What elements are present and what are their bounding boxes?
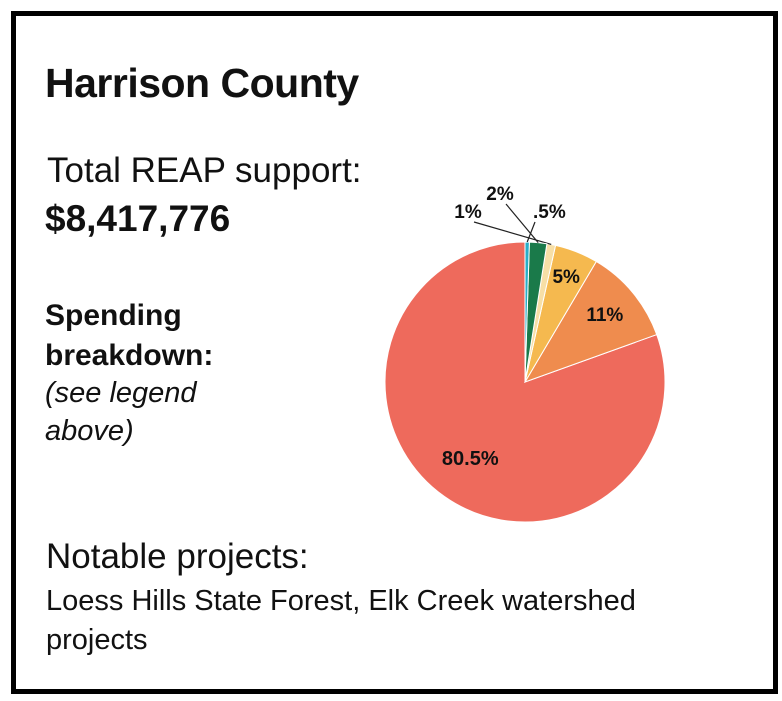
county-title: Harrison County bbox=[45, 60, 359, 106]
pie-leader-line bbox=[526, 221, 536, 243]
spending-note: (see legend above) bbox=[45, 377, 197, 447]
support-value: $8,417,776 bbox=[45, 198, 231, 239]
support-label: Total REAP support: bbox=[47, 151, 362, 190]
pie-slice bbox=[523, 260, 658, 383]
pie-slice bbox=[384, 241, 666, 523]
pie-slice-label: 1% bbox=[454, 202, 482, 223]
projects-title: Notable projects: bbox=[46, 537, 309, 576]
pie-slice-label: 5% bbox=[552, 267, 580, 288]
pie-leader-line bbox=[505, 203, 539, 244]
pie-slice-label: 2% bbox=[486, 184, 514, 205]
pie-leader-line bbox=[473, 221, 552, 246]
projects-text: Loess Hills State Forest, Elk Creek wate… bbox=[46, 585, 636, 656]
pie-slice-label: 80.5% bbox=[442, 448, 499, 470]
pie-slice-label: 11% bbox=[586, 305, 623, 326]
spending-title: Spending breakdown: bbox=[45, 299, 214, 372]
pie-slice-label: .5% bbox=[533, 202, 566, 223]
